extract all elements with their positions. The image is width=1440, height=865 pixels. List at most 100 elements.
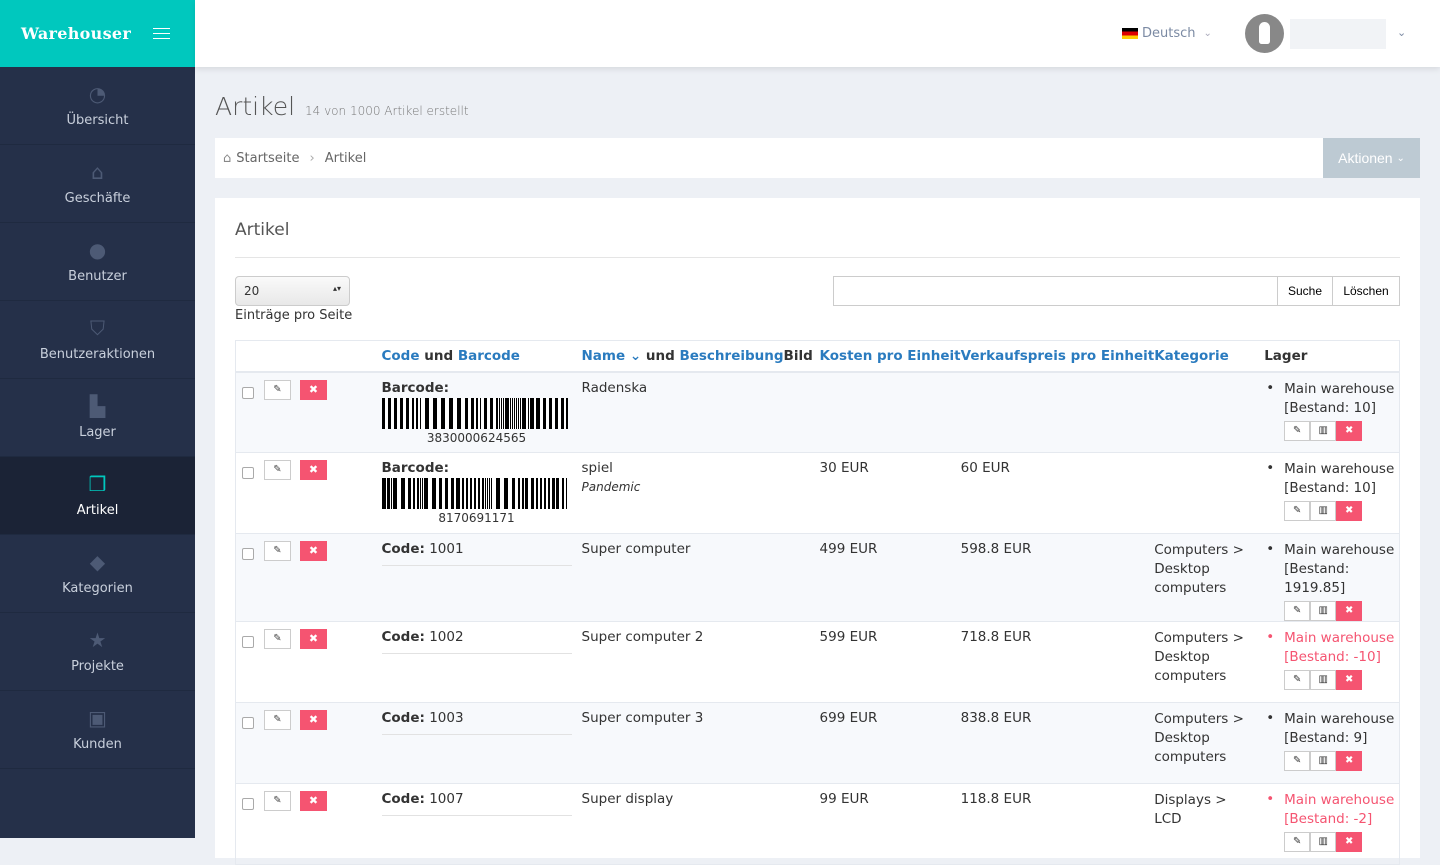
warehouse-name: Main warehouse: [1284, 711, 1395, 727]
stock-delete-button[interactable]: ✖: [1336, 601, 1363, 621]
close-icon: ✖: [308, 463, 319, 476]
article-description: Pandemic: [581, 480, 641, 494]
barcode-bar: [479, 478, 482, 509]
barcode-bar: [455, 478, 460, 509]
barcode-bar: [498, 397, 500, 429]
stock-chart-button[interactable]: ▥: [1310, 751, 1337, 771]
delete-button[interactable]: ✖: [300, 460, 327, 480]
barcode-bar: [460, 397, 465, 429]
close-icon: ✖: [308, 544, 319, 557]
clear-button[interactable]: Löschen: [1332, 276, 1400, 306]
delete-button[interactable]: ✖: [300, 629, 327, 649]
delete-button[interactable]: ✖: [300, 791, 327, 811]
barcode-bar: [477, 397, 480, 429]
barcode-bar: [545, 478, 548, 509]
sort-barcode[interactable]: Barcode: [457, 347, 520, 364]
sort-description[interactable]: Beschreibung: [679, 347, 784, 364]
barcode-bar: [384, 397, 388, 429]
stock-chart-button[interactable]: ▥: [1310, 420, 1337, 441]
edit-icon: ✎: [273, 714, 282, 725]
sidebar-item-benutzer[interactable]: ● Benutzer: [0, 223, 195, 301]
edit-button[interactable]: ✎: [264, 791, 291, 811]
table-row: ✎ ✖ Code: 1003 Super computer 3 699 EUR 8…: [235, 702, 1400, 784]
stock-edit-button[interactable]: ✎: [1284, 670, 1311, 690]
stock-chart-button[interactable]: ▥: [1310, 601, 1337, 621]
row-checkbox[interactable]: [242, 798, 254, 810]
sidebar-item-geschäfte[interactable]: ⌂ Geschäfte: [0, 145, 195, 223]
actions-button[interactable]: Aktionen ⌄: [1323, 138, 1420, 178]
user-menu-chevron-icon[interactable]: ⌄: [1397, 26, 1407, 39]
row-checkbox[interactable]: [242, 467, 254, 479]
barcode-bar: [483, 397, 487, 429]
barcode-bar: [554, 397, 558, 429]
avatar[interactable]: [1245, 14, 1284, 53]
stock-delete-button[interactable]: ✖: [1336, 420, 1363, 441]
sidebar-item-projekte[interactable]: ★ Projekte: [0, 613, 195, 691]
sort-code[interactable]: Code: [381, 347, 420, 364]
stock-edit-button[interactable]: ✎: [1284, 601, 1311, 621]
barcode-bar: [511, 478, 515, 509]
edit-button[interactable]: ✎: [264, 629, 291, 649]
barcode-bar: [508, 397, 510, 429]
barcode-bar: [483, 478, 485, 509]
stock-delete-button[interactable]: ✖: [1336, 501, 1363, 521]
stock-edit-button[interactable]: ✎: [1284, 501, 1311, 521]
sidebar-item-benutzeraktionen[interactable]: ⛉ Benutzeraktionen: [0, 301, 195, 379]
edit-icon: ✎: [273, 383, 282, 395]
stock-chart-button[interactable]: ▥: [1310, 501, 1337, 521]
user-name-blurred[interactable]: [1290, 19, 1386, 49]
row-checkbox[interactable]: [242, 386, 254, 399]
sort-price[interactable]: Verkaufspreis pro Einheit: [960, 347, 1155, 364]
row-checkbox[interactable]: [242, 548, 254, 560]
brand-logo: Warehouser: [21, 24, 132, 43]
edit-button[interactable]: ✎: [264, 710, 291, 730]
delete-button[interactable]: ✖: [300, 710, 327, 730]
delete-button[interactable]: ✖: [300, 541, 327, 561]
language-select[interactable]: Deutsch ⌄: [1122, 26, 1212, 41]
stock-chart-button[interactable]: ▥: [1310, 832, 1337, 852]
edit-button[interactable]: ✎: [264, 541, 291, 561]
breadcrumb-home[interactable]: Startseite: [236, 150, 300, 166]
warehouse-name: Main warehouse: [1284, 461, 1395, 477]
barcode-bar: [453, 478, 456, 509]
barcode-bar: [563, 478, 566, 509]
delete-button[interactable]: ✖: [300, 379, 327, 400]
stock-edit-button[interactable]: ✎: [1284, 751, 1311, 771]
barcode-bar: [533, 478, 536, 509]
stock-chart-button[interactable]: ▥: [1310, 670, 1337, 690]
edit-button[interactable]: ✎: [264, 379, 291, 400]
search-input[interactable]: [833, 276, 1278, 306]
sidebar-item-label: Übersicht: [66, 113, 129, 128]
sidebar-item-übersicht[interactable]: ◔ Übersicht: [0, 67, 195, 145]
stock-entry: • Main warehouse [Bestand: -2]: [1266, 791, 1395, 827]
row-checkbox[interactable]: [242, 636, 254, 648]
barcode-bar: [484, 478, 486, 509]
sort-desc-chevron-icon: ⌄: [629, 347, 642, 364]
sidebar-item-kunden[interactable]: ▣ Kunden: [0, 691, 195, 769]
article-price: 598.8 EUR: [960, 533, 1155, 622]
barcode-bar: [467, 397, 471, 429]
stock-delete-button[interactable]: ✖: [1336, 751, 1363, 771]
row-checkbox[interactable]: [242, 717, 254, 729]
barcode-bar: [441, 478, 445, 509]
stock-entry: • Main warehouse [Bestand: 9]: [1266, 710, 1395, 746]
barcode-bar: [419, 478, 421, 509]
stock-edit-button[interactable]: ✎: [1284, 420, 1311, 441]
stock-edit-button[interactable]: ✎: [1284, 832, 1311, 852]
sort-category[interactable]: Kategorie: [1154, 347, 1229, 364]
stock-delete-button[interactable]: ✖: [1336, 670, 1363, 690]
sidebar-item-lager[interactable]: ▙ Lager: [0, 379, 195, 457]
article-price: [960, 371, 1155, 453]
barcode-bar: [464, 397, 468, 429]
sidebar-item-kategorien[interactable]: ◆ Kategorien: [0, 535, 195, 613]
sidebar-item-artikel[interactable]: ❒ Artikel: [0, 457, 195, 535]
sort-name[interactable]: Name: [581, 347, 626, 364]
sort-cost[interactable]: Kosten pro Einheit: [819, 347, 961, 364]
barcode-bar: [565, 397, 568, 429]
barcode-bar: [515, 397, 517, 429]
edit-button[interactable]: ✎: [264, 460, 291, 480]
menu-toggle-icon[interactable]: [153, 24, 171, 43]
per-page-select[interactable]: 20 ▴▾: [235, 276, 350, 306]
stock-delete-button[interactable]: ✖: [1336, 832, 1363, 852]
search-button[interactable]: Suche: [1277, 276, 1333, 306]
